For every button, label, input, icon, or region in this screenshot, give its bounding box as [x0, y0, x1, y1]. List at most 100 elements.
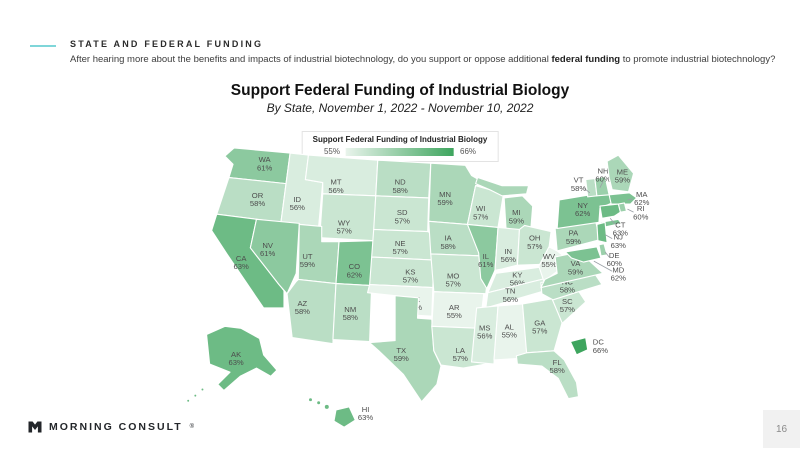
state-label: DE 60%: [607, 251, 622, 268]
state-MA[interactable]: MA 62%: [608, 190, 650, 207]
state-KS[interactable]: KS 57%: [369, 256, 435, 289]
state-label: IN 56%: [501, 247, 516, 264]
state-WY[interactable]: WY 57%: [319, 193, 377, 242]
state-AL[interactable]: AL 55%: [493, 303, 529, 361]
state-label: RI 60%: [633, 204, 648, 221]
state-label: CO 62%: [347, 262, 362, 279]
state-label: ID 56%: [290, 195, 305, 212]
state-IN[interactable]: IN 56%: [494, 226, 521, 271]
callout-line: [584, 188, 591, 194]
question-bold: federal funding: [551, 54, 621, 65]
state-label: SC 57%: [560, 297, 575, 314]
state-label: MS 56%: [477, 323, 492, 340]
state-NJ[interactable]: NJ 63%: [596, 221, 626, 250]
callout-line: [604, 251, 610, 258]
state-MS[interactable]: MS 56%: [470, 305, 499, 365]
state-NM[interactable]: NM 58%: [332, 282, 373, 343]
state-label: NE 57%: [393, 239, 408, 256]
state-NE[interactable]: NE 57%: [371, 228, 436, 261]
state-label: VA 59%: [568, 259, 583, 276]
accent-line: [30, 45, 56, 47]
state-label: NM 58%: [343, 305, 358, 322]
state-CT[interactable]: CT 63%: [599, 203, 628, 238]
question-part: to promote industrial biotechnology?: [620, 54, 776, 65]
callout-line: [599, 181, 604, 188]
state-label: TX 59%: [394, 346, 409, 363]
state-label: AL 55%: [502, 322, 517, 339]
callout-line: [609, 218, 616, 225]
brand-name: MORNING CONSULT: [49, 421, 183, 433]
state-label: ME 59%: [615, 167, 630, 184]
state-label: WV 55%: [541, 252, 556, 269]
registered-mark: ®: [189, 424, 195, 430]
state-ME[interactable]: ME 59%: [606, 154, 635, 193]
brand-logo: MORNING CONSULT ®: [28, 421, 194, 433]
state-TX[interactable]: TX 59%: [369, 295, 442, 403]
state-RI[interactable]: RI 60%: [617, 202, 649, 221]
state-label: LA 57%: [453, 346, 468, 363]
state-label: AZ 58%: [295, 299, 310, 316]
state-label: UT 59%: [300, 252, 315, 269]
legend-max-label: 66%: [459, 147, 477, 156]
state-label: MO 57%: [446, 271, 461, 288]
callout-line: [593, 260, 613, 272]
page-title: Support Federal Funding of Industrial Bi…: [230, 82, 570, 99]
legend-gradient-bar: [345, 147, 454, 156]
state-FL[interactable]: FL 58%: [515, 350, 580, 400]
state-MI[interactable]: MI 59%: [475, 176, 534, 233]
us-choropleth-map: WA 61% OR 58% ID 56% MT 56% WY 57% CA 63% NV 61…: [178, 132, 708, 434]
survey-question: After hearing more about the benefits an…: [70, 54, 775, 65]
state-label: ND 58%: [393, 178, 408, 195]
state-label: MI 59%: [509, 208, 524, 225]
state-HI[interactable]: HI 63%: [307, 397, 373, 428]
state-label: WI 57%: [473, 204, 488, 221]
state-DE[interactable]: DE 60%: [598, 243, 622, 268]
state-label: VT 58%: [571, 176, 586, 193]
morning-consult-logo-icon: [28, 421, 42, 433]
state-MD[interactable]: MD 62%: [564, 246, 626, 283]
state-MO[interactable]: MO 57%: [430, 253, 490, 295]
state-label: WY 57%: [337, 218, 352, 235]
state-GA[interactable]: GA 57%: [521, 298, 563, 354]
state-label: MD 62%: [611, 265, 626, 282]
state-label: MA 62%: [634, 190, 649, 207]
state-label: CA 63%: [234, 254, 249, 271]
legend-title: Support Federal Funding of Industrial Bi…: [312, 135, 488, 144]
state-OH[interactable]: OH 57%: [516, 224, 552, 266]
state-label: MN 59%: [437, 190, 452, 207]
state-label: NV 61%: [260, 241, 275, 258]
state-label: OH 57%: [527, 234, 542, 251]
state-label: NJ 63%: [611, 233, 626, 250]
state-label: TN 56%: [503, 287, 518, 304]
state-AZ[interactable]: AZ 58%: [286, 278, 337, 345]
state-label: FL 58%: [550, 358, 565, 375]
callout-line: [627, 208, 634, 213]
state-label: NC58%: [560, 278, 575, 295]
state-label: WA 61%: [257, 155, 272, 172]
state-label: PA 59%: [566, 229, 581, 246]
state-DC[interactable]: DC 66%: [569, 336, 608, 356]
state-label: AK 63%: [228, 350, 243, 367]
legend-min-label: 55%: [323, 147, 340, 156]
state-label: CT 63%: [613, 220, 628, 237]
state-AK[interactable]: AK 63%: [186, 325, 278, 403]
state-label: DC 66%: [593, 338, 608, 355]
question-part: After hearing more about the benefits an…: [70, 54, 552, 65]
state-label: KY 56%: [510, 270, 525, 287]
state-label: MT 56%: [328, 178, 343, 195]
state-label: IA 58%: [440, 234, 455, 251]
state-ND[interactable]: ND 58%: [375, 159, 432, 199]
state-label: NH 60%: [595, 166, 610, 183]
section-eyebrow: STATE AND FEDERAL FUNDING: [70, 39, 264, 49]
state-label: SD 57%: [395, 208, 410, 225]
state-label: KS 57%: [403, 267, 418, 284]
state-CO[interactable]: CO 62%: [335, 240, 375, 287]
us-map-svg: WA 61% OR 58% ID 56% MT 56% WY 57% CA 63% NV 61…: [186, 147, 650, 428]
state-SD[interactable]: SD 57%: [373, 195, 430, 233]
callout-line: [604, 234, 613, 240]
state-label: IL 61%: [478, 252, 493, 269]
state-label: OR 58%: [250, 191, 265, 208]
state-label: NY 62%: [575, 201, 590, 218]
state-VT[interactable]: VT 58%: [571, 176, 598, 198]
state-label: GA 57%: [532, 318, 547, 335]
